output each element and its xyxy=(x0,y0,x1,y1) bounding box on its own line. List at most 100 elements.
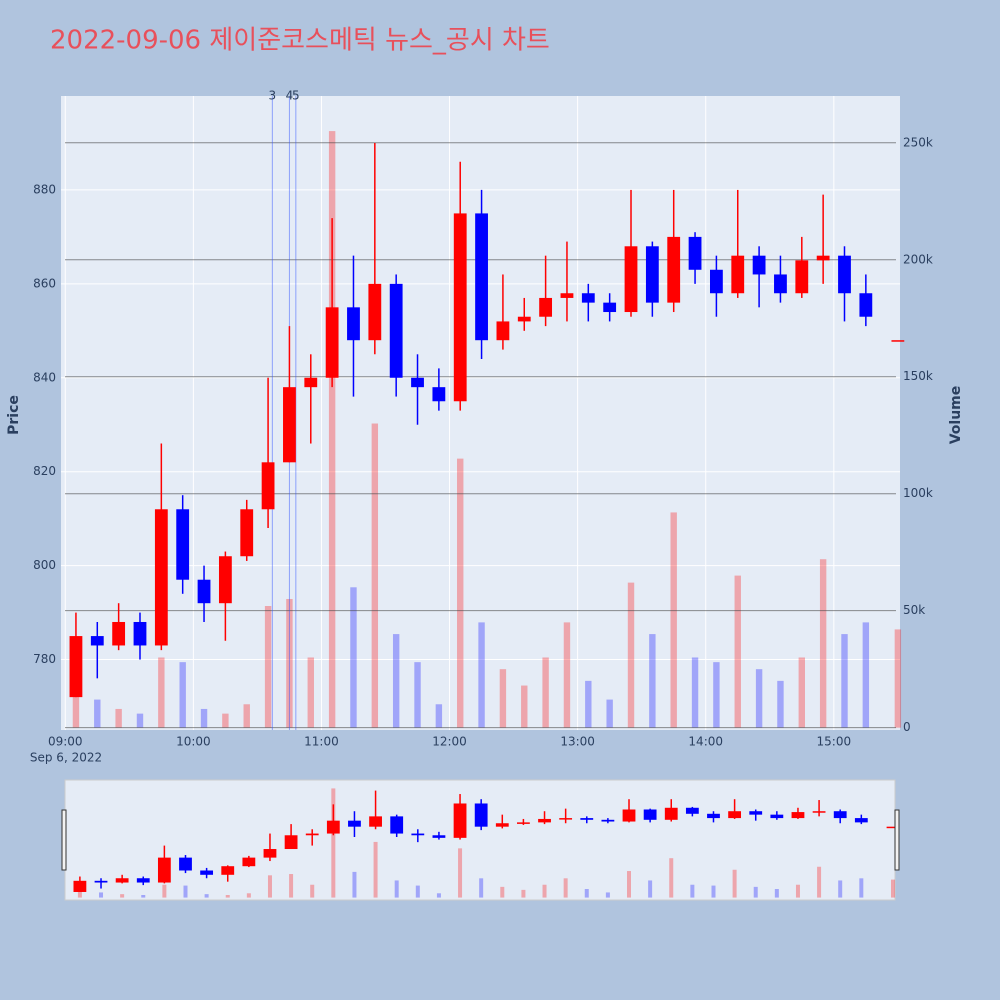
slider-volume-bar xyxy=(204,894,209,898)
candle-body xyxy=(218,556,232,604)
slider-volume-bar xyxy=(753,886,758,898)
slider-volume-bar xyxy=(690,884,695,898)
candle-body-slider xyxy=(157,857,171,883)
candle-body xyxy=(453,213,467,402)
slider-volume-bar xyxy=(859,878,864,898)
volume-bar xyxy=(350,587,357,728)
volume-bar xyxy=(115,708,122,728)
slider-volume-bar xyxy=(458,848,463,898)
volume-bar xyxy=(627,582,635,728)
candle-body xyxy=(112,621,126,646)
candle-body-slider xyxy=(812,811,826,813)
candle-body xyxy=(325,307,339,378)
candle-body xyxy=(838,255,851,294)
volume-bar xyxy=(371,423,379,728)
volume-bar xyxy=(200,708,208,728)
volume-bar xyxy=(136,713,144,728)
slider-volume-bar xyxy=(436,893,441,898)
volume-bar xyxy=(734,575,741,728)
volume-bar xyxy=(755,669,763,728)
candle-body xyxy=(347,307,360,341)
event-label: 4 xyxy=(286,89,294,103)
candle-body xyxy=(560,293,574,298)
candle-body-slider xyxy=(749,811,763,815)
candle-body xyxy=(581,293,595,303)
slider-volume-bar xyxy=(521,889,526,898)
volume-bar xyxy=(563,622,571,728)
range-slider[interactable] xyxy=(64,779,896,901)
y2-tick-label: 0 xyxy=(903,720,911,734)
candle-body-slider xyxy=(221,866,235,875)
slider-volume-bar xyxy=(373,841,378,898)
candle-body xyxy=(261,462,275,510)
candle-body-slider xyxy=(474,803,488,827)
event-label: 5 xyxy=(292,89,300,103)
slider-volume-bar xyxy=(838,880,843,898)
candle-body-slider xyxy=(580,818,594,820)
slider-volume-bar xyxy=(732,869,737,898)
volume-bar xyxy=(94,699,101,728)
candle-body-slider xyxy=(179,857,192,871)
slider-volume-bar xyxy=(584,889,589,898)
slider-volume-bar xyxy=(563,878,568,898)
candle-body-slider xyxy=(833,811,847,819)
y2-tick-label: 150k xyxy=(903,369,933,383)
volume-bar xyxy=(392,634,400,728)
volume-bar xyxy=(414,662,421,728)
candle-body-slider xyxy=(242,857,256,867)
candle-body-slider xyxy=(115,878,129,883)
slider-volume-bar xyxy=(891,879,896,898)
y-tick-label: 860 xyxy=(33,276,56,290)
slider-volume-bar xyxy=(627,871,632,898)
candle-body-slider xyxy=(369,816,382,827)
slider-volume-bar xyxy=(77,889,82,898)
candle-body xyxy=(475,213,488,341)
x-tick-label: 10:00 xyxy=(176,735,211,749)
candle-body xyxy=(90,636,104,646)
y-tick-label: 800 xyxy=(33,558,56,572)
volume-bar xyxy=(499,669,507,728)
candle-body-slider xyxy=(791,812,805,819)
slider-volume-bar xyxy=(817,866,822,898)
candle-body-slider xyxy=(622,809,636,822)
candle-body xyxy=(603,302,617,313)
candle-body-slider xyxy=(390,816,404,834)
x-tick-label: 09:00 xyxy=(48,735,83,749)
slider-handle[interactable] xyxy=(61,809,67,871)
candle-body-slider xyxy=(495,823,509,827)
volume-bar xyxy=(798,657,805,728)
candle-body-slider xyxy=(284,835,298,850)
volume-bar xyxy=(435,704,443,728)
volume-bar xyxy=(649,634,656,728)
candle-body-slider xyxy=(886,826,900,829)
volume-bar xyxy=(158,657,165,728)
slider-volume-bar xyxy=(246,893,251,898)
x-tick-label: 13:00 xyxy=(560,735,595,749)
slider-volume-bar xyxy=(331,788,336,898)
slider-volume-bar xyxy=(479,878,484,898)
y-tick-label: 880 xyxy=(33,182,56,196)
candle-body-slider xyxy=(136,878,150,883)
slider-handle[interactable] xyxy=(894,809,900,871)
candle-body xyxy=(731,255,745,294)
candle-body xyxy=(240,509,254,557)
candle-body xyxy=(709,269,723,294)
candle-body-slider xyxy=(601,819,615,822)
chart-title: 2022-09-06 제이준코스메틱 뉴스_공시 차트 xyxy=(50,26,550,56)
slider-volume-bar xyxy=(352,871,357,898)
slider-volume-bar xyxy=(141,895,146,898)
slider-volume-bar xyxy=(183,885,188,898)
candle-body xyxy=(432,387,446,402)
slider-volume-bar xyxy=(310,884,315,898)
volume-bar xyxy=(542,657,549,728)
candle-body-slider xyxy=(453,803,467,838)
candle-body-slider xyxy=(263,849,277,858)
candle-body xyxy=(368,283,382,341)
y2-tick-label: 250k xyxy=(903,135,933,149)
volume-bar xyxy=(894,629,902,728)
volume-bar xyxy=(222,713,229,728)
volume-bar xyxy=(585,680,592,728)
volume-bar xyxy=(72,680,80,728)
slider-volume-bar xyxy=(648,880,653,898)
candle-body-slider xyxy=(348,820,361,827)
